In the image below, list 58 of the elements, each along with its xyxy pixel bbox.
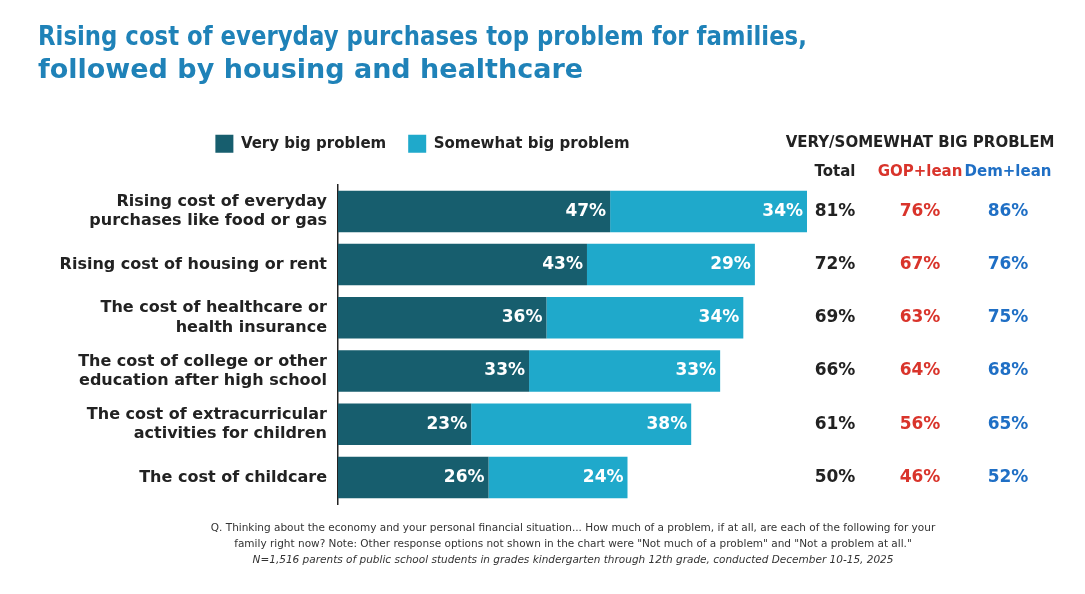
data-label: 33% (484, 359, 526, 380)
text: 52% (987, 465, 1029, 486)
text: 50% (814, 465, 856, 486)
y-tick-label: The cost of healthcare or health insurance (100, 297, 328, 336)
text: N=1,516 parents of public school students in grades kindergarten through 12th grade, conducted December 10-15, 2025 (252, 552, 894, 565)
y-tick-label: The cost of college or other education after high school (78, 350, 328, 389)
bar (488, 456, 628, 499)
bar (338, 190, 611, 233)
text: 67% (899, 253, 941, 274)
data-label: 26% (443, 465, 485, 486)
legend-label: Very big problem (240, 133, 387, 152)
y-tick-label: Rising cost of housing or rent (59, 253, 328, 273)
data-label: 33% (675, 359, 717, 380)
text: 64% (899, 359, 941, 380)
text: 61% (814, 412, 856, 433)
text: 76% (899, 199, 941, 220)
text: VERY/SOMEWHAT BIG PROBLEM (785, 132, 1055, 151)
text: Q. Thinking about the economy and your personal financial situation... How much of a problem, if at all, are each of the following for your (210, 520, 936, 533)
text: family right now? Note: Other response options not shown in the chart were "Not much of a problem" and "Not a problem at all." (234, 536, 912, 549)
y-tick-label: The cost of extracurricular activities for children (86, 403, 328, 442)
data-label: 29% (710, 253, 751, 274)
data-label: 34% (762, 199, 803, 220)
bar (338, 456, 489, 499)
text: 65% (987, 412, 1029, 433)
data-label: 38% (646, 412, 688, 433)
bar (586, 243, 755, 286)
bar (610, 190, 807, 233)
data-label: 43% (542, 253, 583, 274)
text: 72% (814, 253, 856, 274)
legend-label: Somewhat big problem (433, 133, 630, 152)
bar (338, 243, 587, 286)
bar (546, 297, 744, 339)
bar (338, 403, 472, 445)
text: 86% (987, 199, 1029, 220)
text: 56% (899, 412, 941, 433)
data-label: 47% (565, 199, 607, 220)
y-tick-label: Rising cost of everyday purchases like food or gas (89, 190, 328, 230)
bar (338, 350, 530, 392)
bar (471, 403, 692, 445)
data-label: 23% (426, 412, 468, 433)
text: 63% (899, 306, 941, 327)
data-label: 34% (698, 306, 740, 327)
text: 66% (814, 359, 856, 380)
text: 81% (814, 199, 856, 220)
text: 69% (814, 306, 856, 327)
text: 76% (987, 253, 1029, 274)
chart-title: Rising cost of everyday purchases top problem for families, followed by housing and healthcare (38, 20, 807, 84)
text: GOP+lean (877, 161, 963, 180)
data-label: 36% (501, 306, 543, 327)
data-label: 24% (582, 465, 624, 486)
text: Total (814, 161, 856, 180)
text: 46% (899, 465, 941, 486)
text: 68% (987, 359, 1029, 380)
bar (338, 297, 547, 339)
text: 75% (987, 306, 1029, 327)
bar (529, 350, 721, 392)
text: Dem+lean (964, 161, 1052, 180)
y-tick-label: The cost of childcare (139, 466, 328, 486)
